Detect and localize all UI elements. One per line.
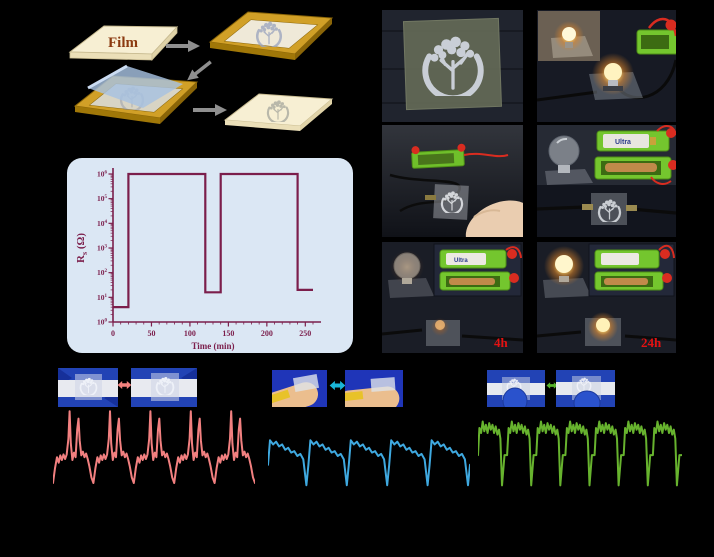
photo-lit-bulb-circuit: [537, 10, 676, 122]
light-bulb: [555, 255, 573, 273]
photo-film-handling: [382, 125, 523, 237]
bending-trace-plot: [268, 439, 470, 487]
photo-circuit-components: Ultra: [537, 125, 676, 237]
double-arrow-icon: [117, 380, 132, 390]
photo-grid: Ultra: [382, 10, 676, 353]
finger-bending-group: [265, 365, 477, 497]
svg-text:103: 103: [97, 244, 108, 253]
battery-holder: [411, 143, 466, 169]
red-wire: [463, 152, 509, 158]
film-plate: Film: [68, 25, 179, 62]
red-wire: [647, 17, 676, 37]
svg-text:50: 50: [147, 329, 155, 338]
finger: [272, 382, 319, 407]
released-film: [223, 93, 334, 131]
battery-pack-inset: [588, 243, 675, 297]
black-wire: [537, 330, 676, 342]
fabrication-schematic: Film: [68, 11, 334, 131]
transfer-arrow-2-icon: [183, 57, 215, 85]
photo-wrist-sensor-2: [131, 368, 197, 407]
film-sensor: [292, 374, 320, 392]
film-label: Film: [108, 35, 138, 51]
svg-text:100: 100: [97, 318, 108, 327]
duration-label-24h: 24h: [641, 335, 662, 350]
glass-bulb: [548, 135, 580, 167]
y-axis-label: Rs (Ω): [75, 233, 89, 263]
svg-text:150: 150: [222, 329, 234, 338]
black-wire: [382, 328, 523, 342]
light-bulb: [604, 63, 622, 81]
photo-wrist-sensor-1: [58, 368, 118, 407]
photo-finger-bent: [272, 370, 327, 407]
battery-label: Ultra: [615, 139, 631, 146]
transfer-arrow-3-icon: [193, 104, 227, 116]
peeled-blue-film: [88, 66, 183, 108]
svg-text:Time (min): Time (min): [191, 341, 234, 351]
photo-press-sensor-2: [556, 370, 615, 407]
frame-with-film: [208, 11, 334, 60]
svg-text:106: 106: [97, 170, 108, 179]
battery-holder: [636, 17, 676, 55]
svg-text:100: 100: [184, 329, 196, 338]
svg-text:250: 250: [299, 329, 311, 338]
svg-text:104: 104: [97, 219, 108, 228]
yellow-strip: [272, 389, 291, 407]
finger-pressing-group: [475, 365, 690, 497]
photo-finger-straight: [345, 370, 403, 407]
photo-tree-film: [382, 10, 523, 122]
frame-peeling-film: [73, 64, 199, 124]
pulse-trace-plot: [53, 410, 255, 484]
svg-text:102: 102: [97, 268, 108, 277]
bulb-closeup-inset: [538, 11, 600, 61]
double-arrow-icon: [329, 380, 346, 391]
gloved-finger: [573, 390, 601, 407]
resistance-chart-svg: 0 50 100 150 200 250 100 101 102 103 104 105 106 Time…: [97, 168, 321, 351]
pressing-trace-plot: [478, 420, 682, 487]
battery-label: Ultra: [454, 258, 468, 264]
svg-text:200: 200: [261, 329, 273, 338]
hand: [465, 200, 523, 237]
black-wire: [537, 205, 676, 215]
battery-holder-top: Ultra: [596, 128, 676, 152]
duration-label-4h: 4h: [494, 335, 509, 350]
pulse-monitoring-group: [50, 365, 262, 497]
photo-sensor-24h: 24h: [537, 242, 676, 353]
svg-text:105: 105: [97, 194, 108, 203]
film-sensor: [433, 184, 469, 220]
resistance-chart-panel: 0 50 100 150 200 250 100 101 102 103 104 105 106 Time…: [67, 158, 353, 353]
film-sensor: [370, 377, 396, 392]
transfer-arrow-1-icon: [166, 40, 200, 52]
photo-sensor-4h: Ultra 4h: [382, 242, 523, 353]
battery-pack-inset: Ultra: [433, 243, 522, 297]
battery-holder-bottom: [594, 156, 676, 180]
photo-press-sensor-1: [487, 370, 545, 407]
svg-text:101: 101: [97, 293, 108, 302]
red-wire: [650, 125, 676, 185]
battery: [603, 134, 649, 148]
svg-text:0: 0: [111, 329, 115, 338]
glass-bulb: [393, 252, 421, 280]
yellow-strip: [345, 391, 364, 402]
gloved-finger: [502, 387, 528, 407]
